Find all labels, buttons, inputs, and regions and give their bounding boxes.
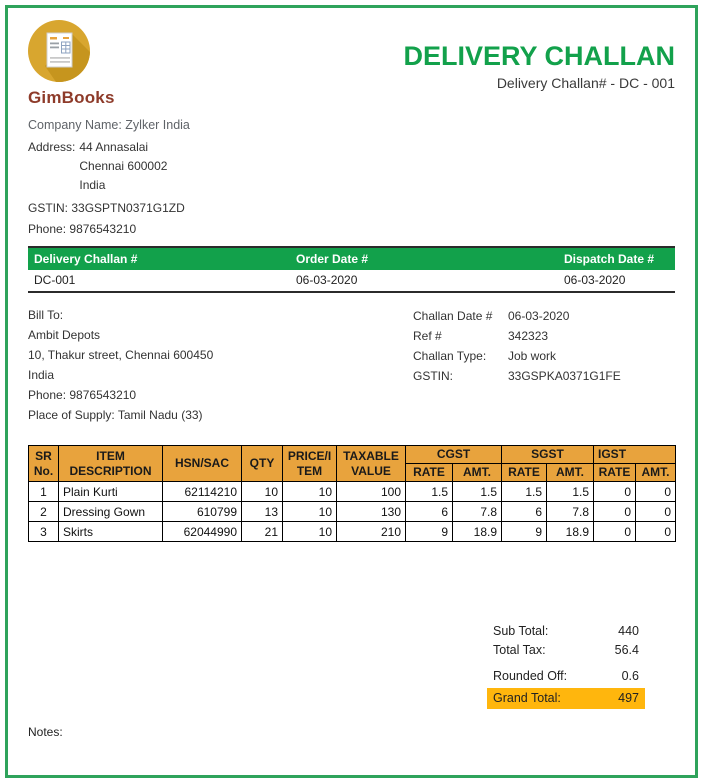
totals-block: Sub Total: 440 Total Tax: 56.4 Rounded O… [487,622,645,709]
company-phone: Phone: 9876543210 [28,222,137,236]
challan-date-row: Challan Date # 06-03-2020 [413,309,570,323]
mid-section: Bill To: Ambit Depots 10, Thakur street,… [28,305,675,425]
company-gstin: GSTIN: 33GSPTN0371G1ZD [28,201,185,215]
item-row-3: 3 Skirts 62044990 21 10 210 9 18.9 9 18.… [28,521,677,542]
bill-to-country: India [28,368,55,382]
company-address: Address: 44 Annasalai Chennai 600002 Ind… [28,138,675,195]
col-header-sgst-amt: AMT. [545,463,595,482]
dispatch-date-label: Dispatch Date # [564,252,655,266]
col-header-sgst: SGST [500,445,595,464]
order-date-label: Order Date # [296,252,369,266]
challan-summary-bar: Delivery Challan # Order Date # Dispatch… [28,246,675,293]
header-row: GimBooks DELIVERY CHALLAN Delivery Chall… [28,20,675,108]
total-tax-value: 56.4 [614,643,639,657]
bill-to-gstin-row: GSTIN: 33GSPKA0371G1FE [413,369,621,383]
sub-total-label: Sub Total: [493,624,549,638]
col-header-cgst: CGST [405,445,502,464]
bill-to-label: Bill To: [28,308,64,322]
col-header-hsn-sac: HSN/SAC [162,445,242,482]
items-table: SR No. ITEM DESCRIPTION HSN/SAC QTY PRICE/… [28,445,677,542]
rounded-off-value: 0.6 [621,669,639,683]
delivery-challan-number-label: Delivery Challan # [34,252,138,266]
document-title-block: DELIVERY CHALLAN Delivery Challan# - DC … [403,41,675,92]
page-title: DELIVERY CHALLAN [403,41,675,71]
challan-type-row: Challan Type: Job work [413,349,557,363]
company-address-line2: Chennai 600002 [79,159,168,173]
company-info-block: Company Name: Zylker India Address: 44 A… [28,118,675,237]
col-header-sgst-rate: RATE [501,463,547,482]
ref-number-row: Ref # 342323 [413,329,549,343]
grand-total-value: 497 [618,691,639,705]
col-header-taxable-value: TAXABLE VALUE [336,445,406,482]
total-tax-label: Total Tax: [493,643,546,657]
col-header-cgst-rate: RATE [405,463,453,482]
rounded-off-row: Rounded Off: 0.6 [487,667,645,686]
challan-bar-values: DC-001 06-03-2020 06-03-2020 [28,270,675,291]
col-header-igst-amt: AMT. [635,463,677,482]
company-address-line1: 44 Annasalai [79,140,149,154]
item-row-2: 2 Dressing Gown 610799 13 10 130 6 7.8 6… [28,501,677,522]
col-header-igst-rate: RATE [593,463,637,482]
col-header-cgst-amt: AMT. [452,463,502,482]
brand-logo-block: GimBooks [28,20,115,108]
company-address-line3: India [79,178,106,192]
bill-to-name: Ambit Depots [28,328,101,342]
notes-label: Notes: [28,725,63,739]
col-header-price-item: PRICE/I TEM [282,445,337,482]
col-header-sr-no: SR No. [28,445,59,482]
challan-number-subtitle: Delivery Challan# - DC - 001 [496,75,675,92]
company-name-line: Company Name: Zylker India [28,118,190,132]
bill-to-phone: Phone: 9876543210 [28,388,137,402]
item-row-1: 1 Plain Kurti 62114210 10 10 100 1.5 1.5… [28,481,677,502]
grand-total-label: Grand Total: [493,691,561,705]
col-header-item-description: ITEM DESCRIPTION [58,445,163,482]
challan-bar-labels: Delivery Challan # Order Date # Dispatch… [28,248,675,270]
bill-to-address: 10, Thakur street, Chennai 600450 [28,348,214,362]
sub-total-value: 440 [618,624,639,638]
sub-total-row: Sub Total: 440 [487,622,645,641]
rounded-off-label: Rounded Off: [493,669,568,683]
grand-total-row: Grand Total: 497 [487,688,645,709]
brand-name: GimBooks [28,88,115,107]
order-date-value: 06-03-2020 [296,273,358,287]
dispatch-date-value: 06-03-2020 [564,273,626,287]
total-tax-row: Total Tax: 56.4 [487,641,645,660]
col-header-qty: QTY [241,445,283,482]
green-page-frame: GimBooks DELIVERY CHALLAN Delivery Chall… [5,5,698,778]
challan-details-block: Challan Date # 06-03-2020 Ref # 342323 C… [413,306,675,425]
bill-to-place-of-supply: Place of Supply: Tamil Nadu (33) [28,408,203,422]
delivery-challan-number-value: DC-001 [34,273,76,287]
bill-to-block: Bill To: Ambit Depots 10, Thakur street,… [28,305,413,425]
col-header-igst: IGST [593,445,677,464]
gimbooks-logo-icon [28,20,90,87]
